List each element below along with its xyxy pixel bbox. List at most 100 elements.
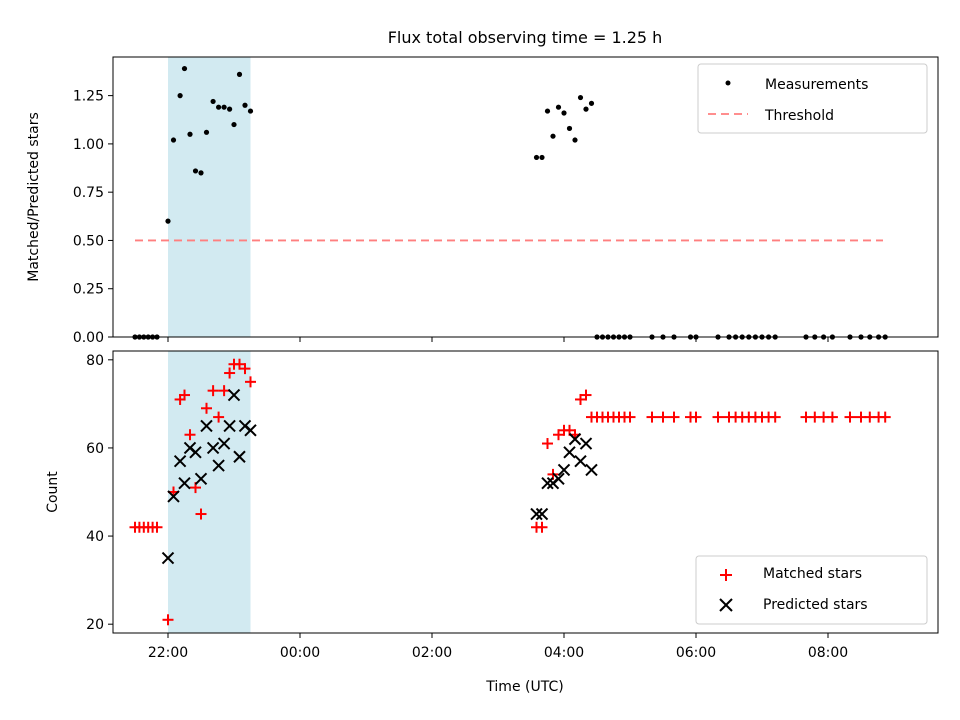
predicted-star-point [189, 446, 202, 459]
predicted-star-point [217, 437, 231, 450]
x-tick-label: 08:00 [808, 645, 848, 661]
measurement-point [192, 168, 199, 174]
measurement-point [221, 104, 227, 110]
chart-title: Flux total observing time = 1.25 h [388, 28, 663, 47]
bottom-y-tick-label: 60 [86, 441, 104, 457]
x-tick-label: 06:00 [676, 645, 716, 661]
predicted-star-point [574, 454, 587, 468]
bottom-plot-frame [112, 350, 939, 634]
bottom-y-tick-label: 40 [86, 529, 104, 545]
bottom-y-tick-label: 20 [86, 617, 104, 633]
top-y-tick-label: 0.00 [73, 330, 104, 346]
top-legend-box [697, 63, 928, 134]
top-y-tick-label: 0.25 [73, 282, 104, 298]
matched-star-point [179, 389, 190, 401]
legend-measurements-marker [725, 80, 731, 86]
matched-star-point [690, 411, 702, 423]
legend-predicted-label: Predicted stars [763, 597, 868, 613]
top-y-tick-label: 0.75 [73, 185, 104, 201]
legend-matched-marker [720, 569, 732, 581]
measurement-point [231, 121, 237, 128]
measurement-point [181, 65, 188, 72]
matched-star-point [207, 385, 219, 397]
matched-star-point [542, 438, 553, 450]
measurement-point [227, 106, 233, 112]
x-tick-label: 02:00 [412, 645, 452, 661]
measurement-point [561, 110, 567, 116]
matched-star-point [668, 411, 680, 423]
bottom-y-axis-label: Count [45, 471, 61, 513]
predicted-star-point [244, 424, 257, 437]
predicted-star-point [585, 463, 598, 477]
predicted-star-point [579, 437, 593, 450]
legend-matched-label: Matched stars [763, 566, 862, 582]
predicted-star-point [530, 507, 543, 521]
predicted-star-point [194, 472, 208, 485]
measurement-point [236, 71, 243, 77]
matched-star-point [624, 411, 636, 423]
predicted-star-point [552, 472, 565, 485]
predicted-star-point [557, 463, 571, 477]
predicted-star-point [173, 454, 187, 468]
measurement-point [165, 218, 171, 224]
predicted-star-point [200, 419, 213, 433]
matched-star-point [712, 411, 724, 423]
matched-star-point [224, 367, 236, 379]
top-y-ticks: 0.00 0.25 0.50 0.75 1.00 1.25 [73, 89, 113, 346]
x-tick-label: 00:00 [280, 645, 320, 661]
top-shaded-span [168, 57, 251, 337]
measurement-point [247, 108, 254, 114]
bottom-y-ticks: 20 40 60 80 [86, 353, 113, 633]
top-legend: Measurements Threshold [697, 63, 928, 134]
measurement-point [583, 106, 589, 112]
top-y-tick-label: 0.50 [73, 233, 104, 249]
top-y-tick-label: 1.25 [73, 89, 104, 105]
matched-star-point [201, 402, 212, 414]
measurement-point [550, 133, 556, 139]
predicted-star-point [568, 432, 582, 446]
predicted-star-point [212, 459, 225, 472]
predicted-star-point [541, 476, 554, 490]
matched-star-point [844, 411, 856, 423]
measurement-point [588, 100, 595, 106]
measurement-point [210, 98, 216, 105]
top-y-tick-label: 1.00 [73, 137, 104, 153]
measurement-point [170, 137, 177, 143]
measurement-point [544, 108, 551, 114]
predicted-star-point [233, 450, 246, 463]
measurement-point [187, 131, 193, 137]
measurement-point [198, 170, 204, 176]
bottom-x-ticks: 22:00 00:00 02:00 04:00 06:00 08:00 [148, 633, 848, 661]
measurement-point [203, 129, 210, 135]
matched-star-point [218, 385, 230, 397]
matched-star-point [195, 508, 207, 520]
predicted-star-point [227, 388, 241, 402]
matched-star-point [826, 411, 838, 423]
predicted-star-point [223, 419, 236, 433]
bottom-y-tick-label: 80 [86, 353, 104, 369]
measurement-point [577, 94, 584, 101]
predicted-star-point [563, 446, 576, 459]
matched-star-point [184, 429, 196, 441]
x-tick-label: 04:00 [544, 645, 584, 661]
top-plot-frame [112, 56, 939, 338]
x-axis-label: Time (UTC) [485, 679, 563, 695]
matched-star-point [657, 411, 669, 423]
measurement-point [555, 104, 562, 110]
matched-star-point [162, 614, 174, 626]
measurement-point [177, 93, 183, 99]
matched-star-point [213, 411, 225, 423]
measurement-point [242, 102, 248, 108]
count-points [129, 358, 891, 626]
legend-predicted-marker [719, 598, 733, 612]
x-tick-label: 22:00 [148, 645, 188, 661]
matched-star-point [239, 363, 251, 375]
predicted-star-point [167, 490, 180, 503]
matched-star-point [151, 521, 163, 533]
measurement-point [216, 104, 222, 110]
top-y-axis-label: Matched/Predicted stars [26, 112, 42, 282]
bottom-legend-box [695, 555, 928, 625]
matched-star-point [580, 389, 592, 401]
